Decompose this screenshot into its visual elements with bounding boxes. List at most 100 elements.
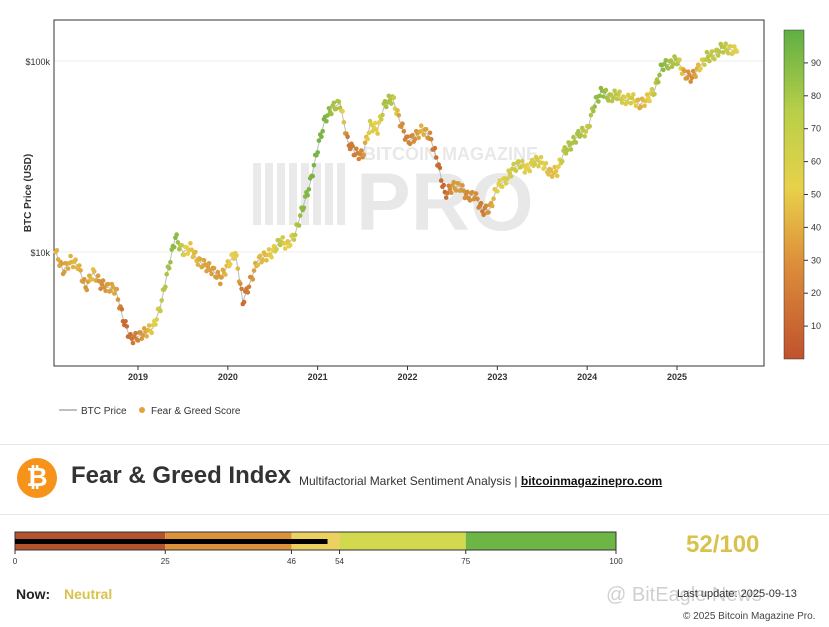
btc-fear-greed-chart: BITCOIN MAGAZINE PRO BTC Price (USD) $10… (23, 19, 821, 417)
score-point (97, 278, 102, 284)
score-point (372, 120, 378, 126)
score-point (153, 322, 158, 327)
score-point (334, 106, 339, 112)
score-point (432, 145, 438, 151)
score-point (622, 95, 627, 100)
score-point (707, 58, 712, 64)
score-value: 52/100 (686, 531, 760, 558)
score-point (356, 156, 362, 162)
legend-fear-greed-swatch (139, 407, 145, 413)
gauge-score-bar (15, 539, 328, 544)
score-point (329, 111, 334, 117)
score-point (386, 93, 392, 99)
score-point (717, 49, 722, 54)
last-update: Last update: 2025-09-13 (677, 588, 797, 600)
score-point (168, 260, 173, 265)
score-point (475, 196, 480, 202)
score-point (461, 188, 466, 194)
score-point (427, 130, 433, 136)
x-tick-label-2020: 2020 (218, 372, 238, 382)
y-tick-100k: $100k (25, 57, 50, 67)
score-point (483, 203, 489, 209)
score-point (421, 132, 427, 138)
score-point (668, 58, 674, 63)
score-point (292, 232, 298, 238)
score-point (204, 268, 209, 274)
score-point (82, 277, 87, 282)
score-point (698, 66, 703, 71)
score-point (612, 88, 617, 94)
score-point (370, 129, 375, 134)
x-tick-label-2025: 2025 (667, 372, 687, 382)
colorbar-tick-label-60: 60 (811, 157, 821, 167)
watermark-text-pro: PRO (356, 157, 534, 248)
score-point (166, 265, 172, 271)
colorbar-tick-label-80: 80 (811, 91, 821, 101)
score-point (163, 284, 168, 290)
score-point (331, 100, 337, 106)
score-point (271, 243, 277, 249)
score-point (405, 134, 410, 139)
score-point (396, 112, 402, 118)
score-point (354, 146, 359, 152)
colorbar-tick-label-40: 40 (811, 222, 821, 232)
score-point (571, 134, 576, 140)
score-point (559, 159, 565, 164)
score-point (115, 297, 121, 302)
score-point (185, 251, 191, 256)
score-point (642, 103, 647, 108)
score-point (486, 210, 491, 215)
score-point (285, 239, 291, 244)
score-point (98, 286, 103, 292)
score-point (255, 262, 261, 268)
score-point (84, 287, 90, 293)
score-point (520, 158, 525, 164)
site-link[interactable]: bitcoinmagazinepro.com (520, 474, 663, 488)
score-point (87, 273, 92, 279)
score-point (722, 45, 727, 50)
score-point (245, 290, 251, 295)
colorbar-tick-label-50: 50 (811, 190, 821, 200)
score-point (638, 104, 644, 110)
score-point (629, 95, 635, 101)
score-point (407, 141, 413, 147)
x-tick-label-2023: 2023 (487, 372, 507, 382)
x-tick-label-2024: 2024 (577, 372, 597, 382)
score-point (473, 191, 479, 196)
score-point (720, 50, 726, 55)
x-tick-label-2022: 2022 (397, 372, 417, 382)
gauge-segment-3 (339, 532, 466, 550)
score-point (465, 189, 470, 195)
score-point (387, 97, 393, 103)
colorbar-tick-label-20: 20 (811, 288, 821, 298)
score-point (445, 190, 450, 196)
score-point (78, 268, 83, 273)
score-point (467, 198, 473, 203)
score-point (201, 257, 207, 263)
score-point (376, 120, 382, 125)
gauge-tick-label-0: 0 (13, 557, 18, 566)
score-point (231, 256, 237, 262)
x-tick-label-2021: 2021 (308, 372, 328, 382)
score-point (690, 68, 696, 74)
score-point (103, 288, 108, 294)
score-point (235, 266, 241, 271)
colorbar (783, 29, 805, 360)
score-point (357, 151, 363, 157)
score-point (530, 157, 535, 163)
score-point (310, 173, 316, 179)
score-point (135, 338, 141, 343)
score-point (611, 95, 616, 101)
score-point (282, 246, 288, 251)
score-point (636, 97, 641, 103)
score-point (345, 134, 350, 140)
score-point (280, 235, 286, 240)
score-point (389, 101, 394, 106)
now-value: Neutral (64, 586, 113, 602)
score-point (297, 213, 303, 218)
score-point (633, 103, 639, 109)
x-tick-label-2019: 2019 (128, 372, 148, 382)
score-point (412, 136, 418, 142)
score-point (205, 264, 211, 270)
score-point (588, 112, 594, 118)
